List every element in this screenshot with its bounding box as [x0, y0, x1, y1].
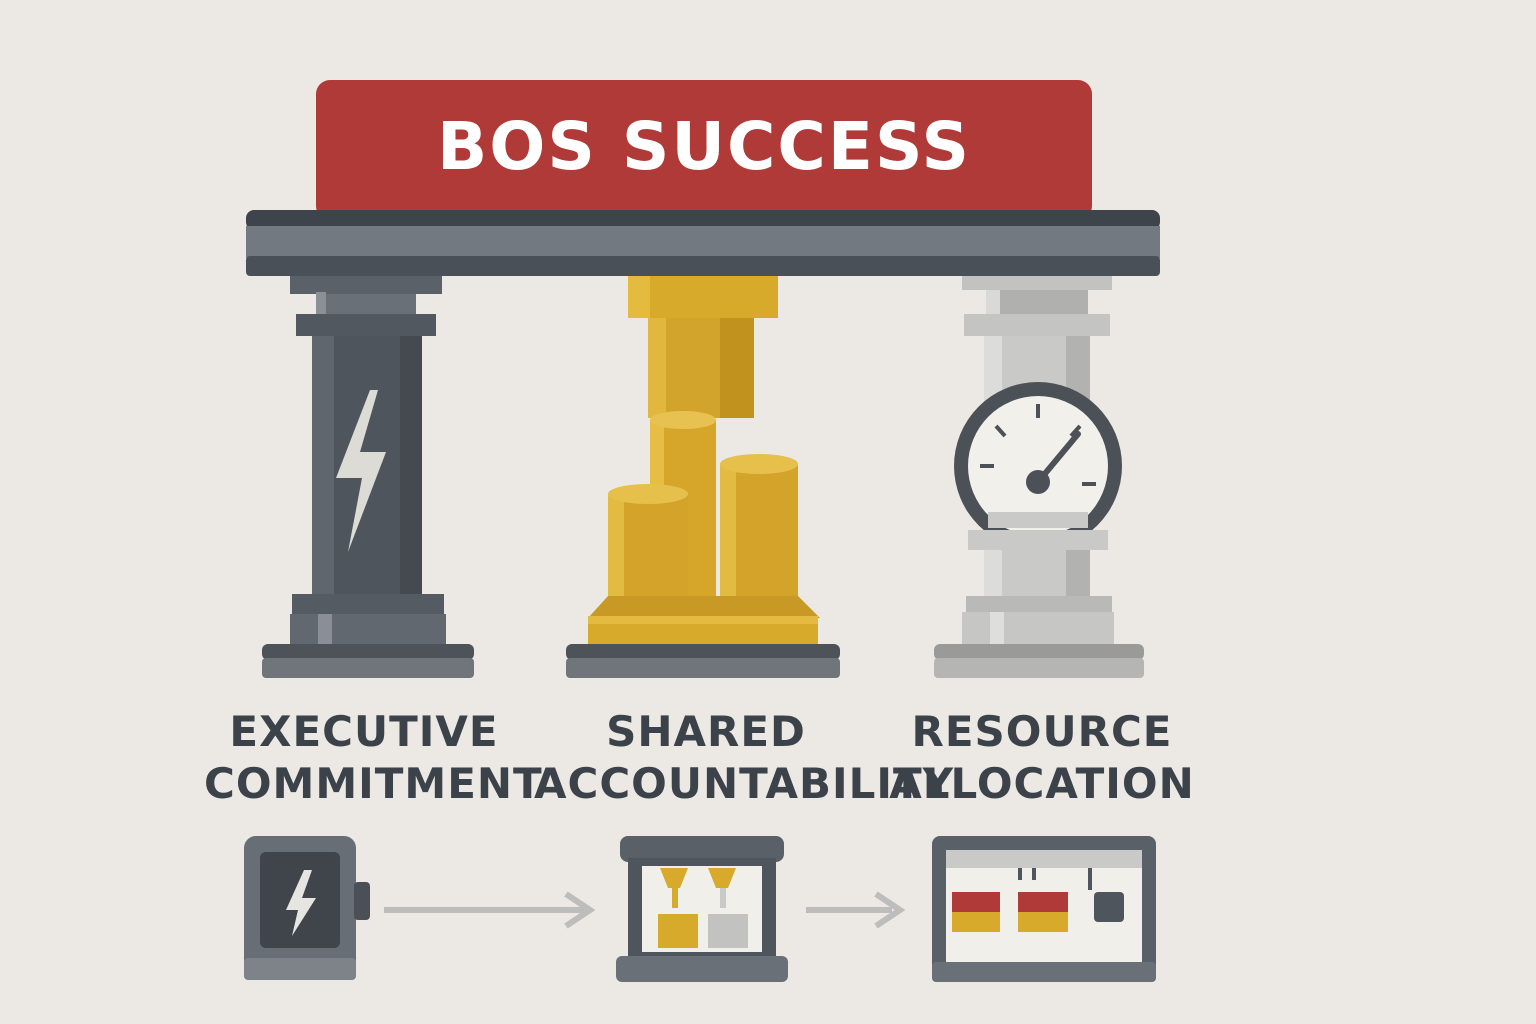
label-line-1: SHARED — [606, 707, 806, 756]
lightning-bolt-icon — [336, 390, 386, 552]
cylinders-icon — [566, 411, 840, 678]
banner — [316, 80, 1092, 220]
label-line-1: RESOURCE — [911, 707, 1173, 756]
flow-arrow-1 — [384, 891, 596, 929]
label-line-2: ALLOCATION — [889, 759, 1195, 808]
label-line-2: ACCOUNTABILITY — [534, 759, 955, 808]
label-line-1: EXECUTIVE — [229, 707, 499, 756]
pillar-label-resource-allocation: RESOURCE ALLOCATION — [888, 706, 1196, 810]
banner-title: BOS SUCCESS — [436, 107, 972, 185]
label-line-2: COMMITMENT — [204, 759, 543, 808]
flow-arrow-2 — [806, 891, 906, 929]
control-panel-icon — [932, 836, 1156, 982]
power-device-icon — [244, 836, 370, 980]
gauge-icon — [954, 382, 1122, 550]
top-beam — [246, 210, 1160, 276]
pillar-label-shared-accountability: SHARED ACCOUNTABILITY — [534, 706, 955, 810]
pillar-label-executive-commitment: EXECUTIVE COMMITMENT — [204, 706, 543, 810]
dispensing-machine-icon — [616, 836, 788, 982]
pillar-shared-accountability — [628, 276, 778, 418]
